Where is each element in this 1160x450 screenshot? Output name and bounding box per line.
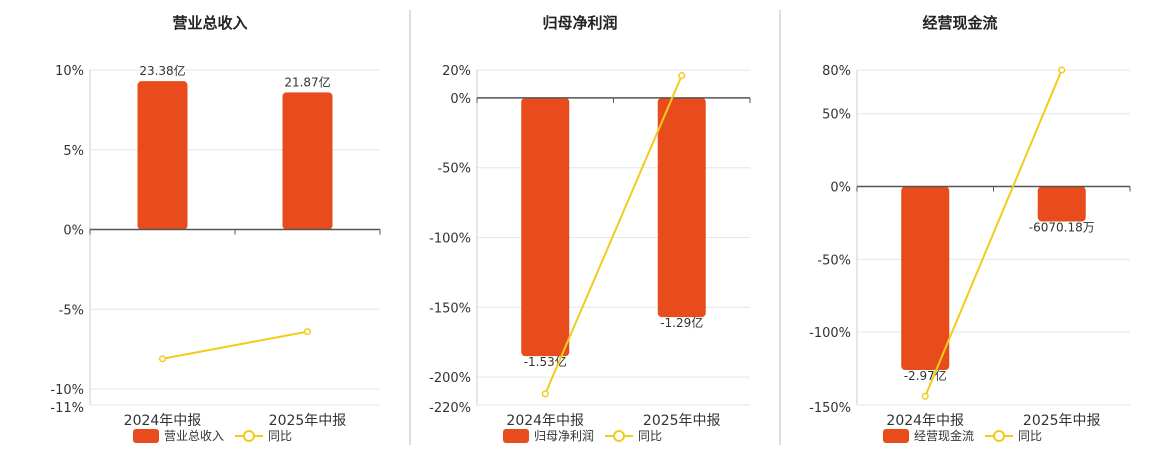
chart-panel-1: 营业总收入 10% 5% 0% -5% -10% -11% 23.38亿 21.87亿 2024年… <box>50 14 381 443</box>
yoy-point <box>158 355 167 363</box>
legend: 归母净利润 同比 <box>503 429 662 443</box>
legend-bar-swatch <box>883 429 909 443</box>
bar <box>521 97 570 357</box>
y-tick-label: -10% <box>50 383 84 398</box>
yoy-point <box>1058 66 1066 74</box>
y-tick-label: 0% <box>450 92 471 107</box>
y-tick-label: -150% <box>429 301 471 316</box>
y-tick-label: -200% <box>429 371 471 386</box>
y-tick-label: 10% <box>55 64 84 79</box>
legend-line-marker <box>243 430 255 442</box>
yoy-line <box>162 330 308 360</box>
x-category-label: 2024年中报 <box>886 413 964 429</box>
legend-bar-swatch <box>503 429 529 443</box>
y-tick-label: -50% <box>437 162 471 177</box>
bar <box>137 81 188 230</box>
yoy-point <box>921 392 929 400</box>
data-label: -1.53亿 <box>524 354 567 369</box>
x-category-label: 2025年中报 <box>269 413 347 429</box>
legend-bar-label: 经营现金流 <box>914 428 974 443</box>
y-tick-label: -11% <box>50 401 84 416</box>
chart-panel-3: 经营现金流 80% 50% 0% -50% -100% -150% -2.97亿 -6070.1… <box>809 14 1131 443</box>
x-category-label: 2024年中报 <box>124 413 202 429</box>
y-tick-label: 80% <box>822 64 851 79</box>
data-label: 21.87亿 <box>284 74 330 89</box>
legend-bar-label: 归母净利润 <box>534 429 594 443</box>
chart-title: 营业总收入 <box>172 14 247 32</box>
x-category-label: 2024年中报 <box>506 413 584 429</box>
legend: 营业总收入 同比 <box>133 429 292 443</box>
yoy-point <box>678 72 686 80</box>
x-category-label: 2025年中报 <box>1023 413 1101 429</box>
data-label: -6070.18万 <box>1029 220 1095 234</box>
chart-panel-2: 归母净利润 20% 0% -50% -100% -150% -200% -220% -1.53亿… <box>429 14 751 443</box>
yoy-line <box>924 69 1063 397</box>
data-label: -1.29亿 <box>660 315 703 330</box>
y-tick-label: 50% <box>822 108 851 123</box>
chart-title: 归母净利润 <box>542 14 617 32</box>
y-tick-label: 20% <box>442 64 471 79</box>
bar <box>657 97 706 318</box>
legend-bar-swatch <box>133 429 159 443</box>
y-tick-label: -5% <box>59 303 84 318</box>
legend-line-marker <box>993 430 1005 442</box>
legend-line-marker <box>613 430 625 442</box>
y-tick-label: -50% <box>817 253 851 268</box>
yoy-line <box>544 75 683 395</box>
chart-title: 经营现金流 <box>922 14 997 32</box>
bar <box>901 186 950 371</box>
legend-line-label: 同比 <box>1018 429 1042 443</box>
legend-bar-label: 营业总收入 <box>164 429 224 443</box>
data-label: 23.38亿 <box>139 63 185 78</box>
yoy-point <box>541 390 549 398</box>
y-tick-label: -100% <box>429 232 471 247</box>
bar <box>282 92 333 230</box>
yoy-point <box>303 328 312 336</box>
data-label: -2.97亿 <box>904 368 947 383</box>
y-tick-label: -100% <box>809 326 851 341</box>
x-category-label: 2025年中报 <box>643 413 721 429</box>
y-tick-label: 5% <box>63 144 84 159</box>
y-tick-label: -220% <box>429 401 471 416</box>
legend-line-label: 同比 <box>638 429 662 443</box>
legend: 经营现金流 同比 <box>883 428 1042 443</box>
bar <box>1037 186 1086 222</box>
y-tick-label: 0% <box>830 181 851 196</box>
legend-line-label: 同比 <box>268 429 292 443</box>
y-tick-label: -150% <box>809 401 851 416</box>
y-tick-label: 0% <box>63 224 84 239</box>
